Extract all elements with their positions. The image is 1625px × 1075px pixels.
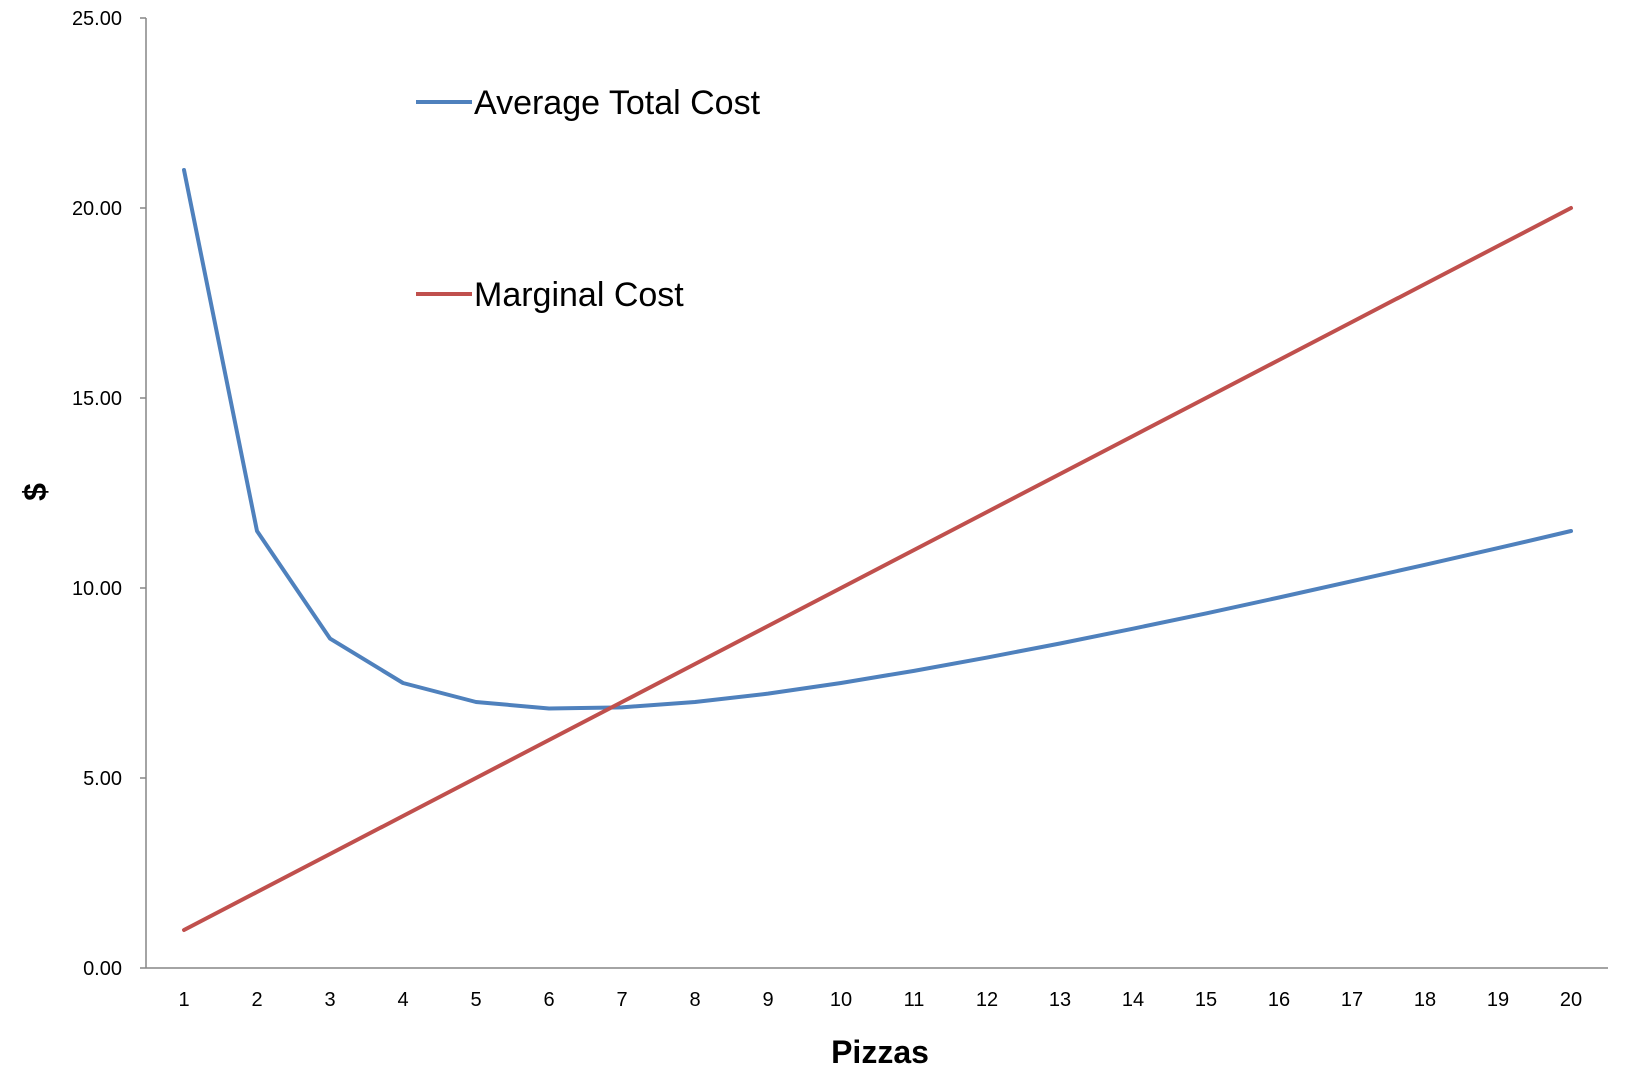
y-tick-label: 10.00 <box>72 578 122 600</box>
y-axis-title: $ <box>17 483 53 501</box>
y-tick-label: 20.00 <box>72 198 122 220</box>
x-tick-label: 13 <box>1049 989 1071 1011</box>
series-lines <box>182 168 1573 932</box>
x-tick-label: 2 <box>251 989 262 1011</box>
y-tick-label: 15.00 <box>72 388 122 410</box>
y-tick-label: 5.00 <box>83 768 122 790</box>
x-tick-label: 17 <box>1341 989 1363 1011</box>
series-line-marginal-cost <box>182 206 1573 932</box>
x-tick-label: 15 <box>1195 989 1217 1011</box>
x-tick-label: 19 <box>1487 989 1509 1011</box>
x-tick-label: 14 <box>1122 989 1144 1011</box>
x-tick-label: 12 <box>976 989 998 1011</box>
x-tick-label: 16 <box>1268 989 1290 1011</box>
x-tick-label: 3 <box>324 989 335 1011</box>
legend-label: Average Total Cost <box>474 84 761 122</box>
x-tick-label: 18 <box>1414 989 1436 1011</box>
x-tick-label: 10 <box>830 989 852 1011</box>
x-tick-label: 4 <box>397 989 408 1011</box>
y-tick-label: 25.00 <box>72 8 122 30</box>
x-tick-label: 5 <box>470 989 481 1011</box>
x-tick-label: 1 <box>178 989 189 1011</box>
x-axis-title: Pizzas <box>831 1034 929 1070</box>
legend-label: Marginal Cost <box>474 276 684 314</box>
axes <box>145 18 1608 969</box>
x-tick-label: 11 <box>904 989 925 1011</box>
x-tick-label: 7 <box>616 989 627 1011</box>
x-tick-label: 6 <box>543 989 554 1011</box>
x-tick-label: 20 <box>1560 989 1582 1011</box>
series-line-average-total-cost <box>182 168 1573 711</box>
x-tick-label: 9 <box>762 989 773 1011</box>
x-tick-label: 8 <box>689 989 700 1011</box>
y-tick-label: 0.00 <box>83 958 122 980</box>
legend: Average Total Cost Marginal Cost <box>416 84 761 314</box>
